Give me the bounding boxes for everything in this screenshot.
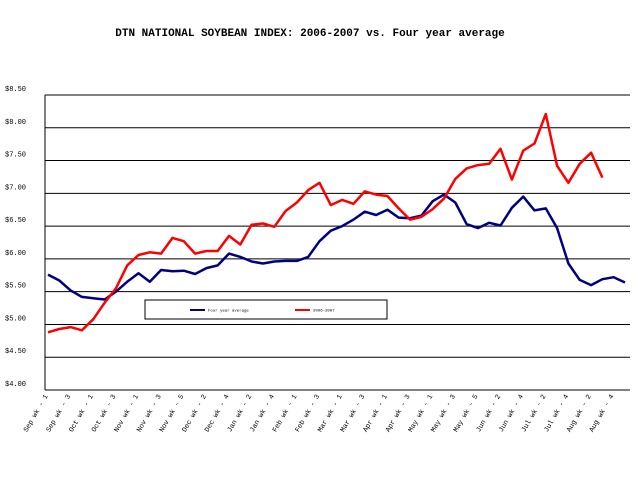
y-tick-label: $7.50	[5, 152, 26, 160]
legend-label: 2006-2007	[313, 310, 335, 314]
y-tick-label: $7.00	[5, 184, 26, 192]
y-tick-label: $4.00	[5, 381, 26, 389]
y-tick-label: $6.00	[5, 250, 26, 258]
y-tick-label: $6.50	[5, 217, 26, 225]
y-tick-label: $5.00	[5, 315, 26, 323]
y-tick-label: $8.50	[5, 86, 26, 94]
y-tick-label: $8.00	[5, 119, 26, 127]
legend-box	[144, 299, 388, 320]
series-line	[47, 193, 626, 301]
x-tick-label: Aug wk - 4	[588, 394, 616, 434]
series-line	[47, 112, 604, 334]
y-tick-label: $5.50	[5, 283, 26, 291]
chart-title: DTN NATIONAL SOYBEAN INDEX: 2006-2007 vs…	[115, 28, 505, 40]
y-tick-label: $4.50	[5, 348, 26, 356]
legend-label: Four year average	[208, 309, 249, 314]
